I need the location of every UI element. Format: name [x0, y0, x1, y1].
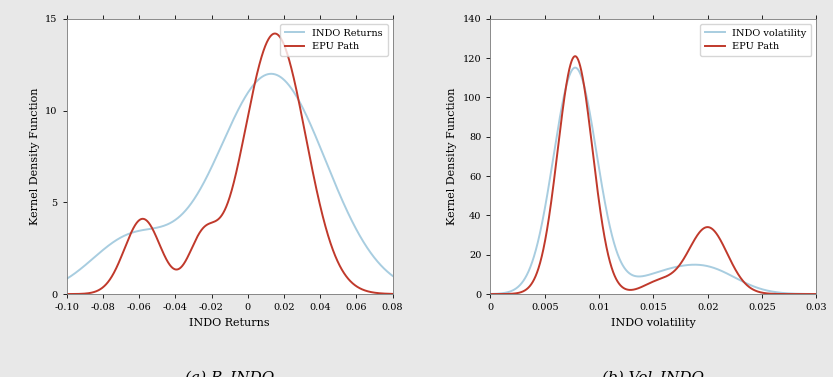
INDO Returns: [220, 135, 230, 140]
Legend: INDO volatility, EPU Path: INDO volatility, EPU Path: [701, 24, 811, 56]
Y-axis label: Kernel Density Function: Kernel Density Function: [30, 88, 40, 225]
EPU Path: [378, 291, 388, 296]
EPU Path: [802, 292, 812, 296]
X-axis label: INDO volatility: INDO volatility: [611, 318, 696, 328]
X-axis label: INDO Returns: INDO Returns: [189, 318, 270, 328]
EPU Path: [570, 54, 580, 58]
EPU Path: [378, 291, 388, 296]
INDO Returns: [78, 265, 88, 269]
Legend: INDO Returns, EPU Path: INDO Returns, EPU Path: [280, 24, 387, 56]
EPU Path: [811, 292, 821, 296]
INDO Returns: [62, 277, 72, 281]
Line: INDO Returns: INDO Returns: [67, 74, 392, 279]
EPU Path: [486, 292, 496, 296]
EPU Path: [270, 31, 280, 36]
INDO volatility: [742, 281, 752, 286]
EPU Path: [802, 292, 812, 296]
INDO Returns: [318, 153, 328, 158]
INDO Returns: [212, 154, 222, 159]
EPU Path: [78, 291, 88, 296]
INDO Returns: [378, 265, 388, 270]
Line: INDO volatility: INDO volatility: [491, 67, 816, 294]
EPU Path: [636, 285, 646, 290]
INDO volatility: [644, 273, 654, 277]
INDO Returns: [266, 72, 276, 76]
EPU Path: [212, 218, 222, 223]
Text: (a) R_INDO: (a) R_INDO: [185, 371, 274, 377]
INDO volatility: [502, 290, 512, 295]
INDO Returns: [387, 274, 397, 278]
EPU Path: [62, 292, 72, 296]
EPU Path: [742, 283, 752, 288]
EPU Path: [502, 292, 512, 296]
EPU Path: [387, 292, 397, 296]
Text: (b) Vol_INDO: (b) Vol_INDO: [602, 371, 705, 377]
INDO volatility: [636, 274, 646, 279]
EPU Path: [644, 281, 654, 286]
EPU Path: [318, 217, 328, 221]
Y-axis label: Kernel Density Function: Kernel Density Function: [447, 88, 457, 225]
INDO volatility: [486, 292, 496, 296]
Line: EPU Path: EPU Path: [491, 56, 816, 294]
INDO volatility: [802, 292, 812, 296]
Line: EPU Path: EPU Path: [67, 34, 392, 294]
INDO volatility: [811, 292, 821, 296]
INDO volatility: [802, 292, 812, 296]
INDO volatility: [570, 65, 580, 70]
EPU Path: [220, 207, 230, 211]
INDO Returns: [378, 265, 388, 270]
